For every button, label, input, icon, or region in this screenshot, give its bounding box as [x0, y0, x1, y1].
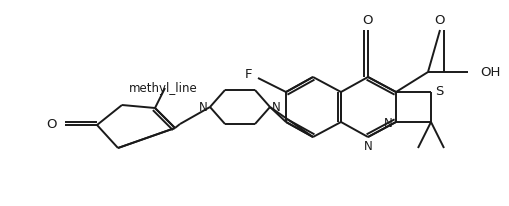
Text: methyl_line: methyl_line: [128, 82, 197, 95]
Text: O: O: [46, 118, 57, 131]
Text: O: O: [434, 14, 444, 27]
Text: N: N: [271, 101, 280, 114]
Text: N: N: [363, 140, 372, 153]
Text: S: S: [434, 84, 442, 97]
Text: OH: OH: [479, 66, 499, 78]
Text: N: N: [199, 101, 208, 114]
Text: O: O: [362, 14, 373, 27]
Text: F: F: [244, 68, 251, 81]
Text: N: N: [383, 117, 392, 130]
